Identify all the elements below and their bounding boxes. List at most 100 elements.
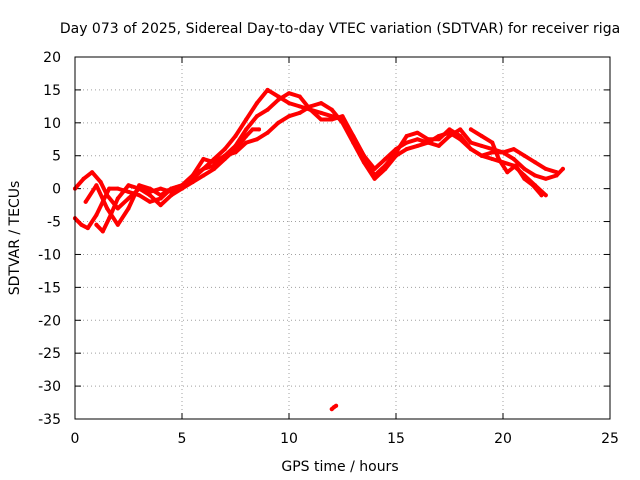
- y-tick-label: -15: [38, 280, 61, 296]
- data-point: [115, 222, 120, 227]
- data-point: [276, 120, 281, 125]
- axis-ticks: [74, 56, 611, 420]
- data-point: [287, 91, 291, 96]
- data-point: [383, 157, 388, 161]
- data-point: [511, 147, 516, 152]
- data-point: [137, 186, 142, 191]
- data-point: [404, 134, 409, 138]
- data-point: [83, 199, 88, 204]
- data-point: [233, 134, 238, 138]
- data-point: [81, 176, 86, 181]
- data-point: [265, 87, 270, 92]
- x-tick-label: 15: [387, 431, 405, 447]
- data-point: [468, 140, 473, 145]
- x-axis-label: GPS time / hours: [281, 459, 398, 475]
- data-point: [447, 134, 452, 138]
- y-tick-label: -5: [47, 215, 61, 231]
- data-point: [158, 186, 163, 191]
- data-point: [361, 160, 366, 165]
- y-tick-label: 0: [52, 182, 61, 198]
- data-point: [107, 186, 112, 191]
- data-point: [426, 140, 431, 145]
- data-point: [308, 104, 313, 109]
- data-point: [265, 130, 270, 135]
- data-point: [90, 170, 95, 175]
- data-point: [115, 186, 120, 191]
- data-point: [147, 189, 152, 194]
- y-tick-label: 10: [43, 116, 61, 132]
- data-point: [297, 110, 302, 115]
- data-point: [94, 222, 99, 227]
- data-point: [212, 166, 217, 171]
- data-point: [222, 147, 227, 152]
- data-point: [137, 193, 142, 198]
- data-point: [190, 173, 195, 178]
- data-point: [543, 166, 548, 171]
- chart-title: Day 073 of 2025, Sidereal Day-to-day VTE…: [60, 21, 620, 37]
- data-point: [522, 176, 527, 181]
- series-trace-4: [94, 127, 261, 234]
- data-point: [533, 160, 538, 165]
- data-point: [436, 143, 441, 148]
- x-tick-label: 0: [71, 431, 80, 447]
- data-point: [201, 157, 206, 161]
- data-point: [436, 137, 441, 142]
- data-point: [490, 140, 495, 145]
- data-point: [415, 143, 420, 148]
- data-point: [244, 134, 249, 138]
- data-point: [254, 114, 259, 119]
- data-point: [560, 166, 565, 171]
- data-point: [126, 196, 131, 201]
- data-point: [458, 134, 463, 138]
- data-point: [334, 403, 339, 408]
- data-point: [479, 134, 484, 138]
- data-point: [169, 193, 174, 198]
- data-point: [100, 229, 105, 234]
- data-point: [447, 127, 452, 132]
- data-point: [94, 213, 99, 217]
- data-point: [107, 216, 112, 221]
- data-point: [98, 180, 103, 185]
- y-tick-label: 5: [52, 149, 61, 165]
- data-point: [404, 147, 409, 152]
- data-point: [522, 166, 527, 171]
- data-point: [287, 114, 291, 119]
- data-point: [383, 166, 388, 171]
- data-point: [297, 94, 302, 99]
- data-point: [415, 130, 420, 135]
- data-point: [105, 193, 110, 198]
- data-point: [201, 173, 206, 178]
- data-point: [254, 137, 259, 142]
- data-point: [539, 193, 544, 198]
- x-tick-labels: 0 5 10 15 20 25: [71, 431, 619, 447]
- data-point: [250, 127, 255, 132]
- data-point: [158, 196, 163, 201]
- data-point: [297, 104, 302, 109]
- data-point: [190, 180, 195, 185]
- data-point: [490, 157, 495, 161]
- data-point: [244, 140, 249, 145]
- data-point: [479, 153, 484, 158]
- y-tick-label: 20: [43, 50, 61, 66]
- data-point: [511, 157, 516, 161]
- data-point: [201, 166, 206, 171]
- data-point: [351, 140, 356, 145]
- data-point: [501, 150, 505, 155]
- data-series: [73, 87, 565, 412]
- data-point: [543, 176, 548, 181]
- x-tick-label: 25: [601, 431, 619, 447]
- data-point: [265, 107, 270, 112]
- y-tick-label: 15: [43, 83, 61, 99]
- data-point: [404, 140, 409, 145]
- data-point: [415, 137, 420, 142]
- data-point: [329, 117, 334, 122]
- y-tick-label: -20: [38, 313, 61, 329]
- data-point: [94, 183, 99, 188]
- x-tick-label: 20: [494, 431, 512, 447]
- data-point: [158, 193, 163, 198]
- plot-frame: [74, 56, 611, 420]
- data-point: [468, 147, 473, 152]
- data-point: [244, 117, 249, 122]
- data-point: [115, 196, 120, 201]
